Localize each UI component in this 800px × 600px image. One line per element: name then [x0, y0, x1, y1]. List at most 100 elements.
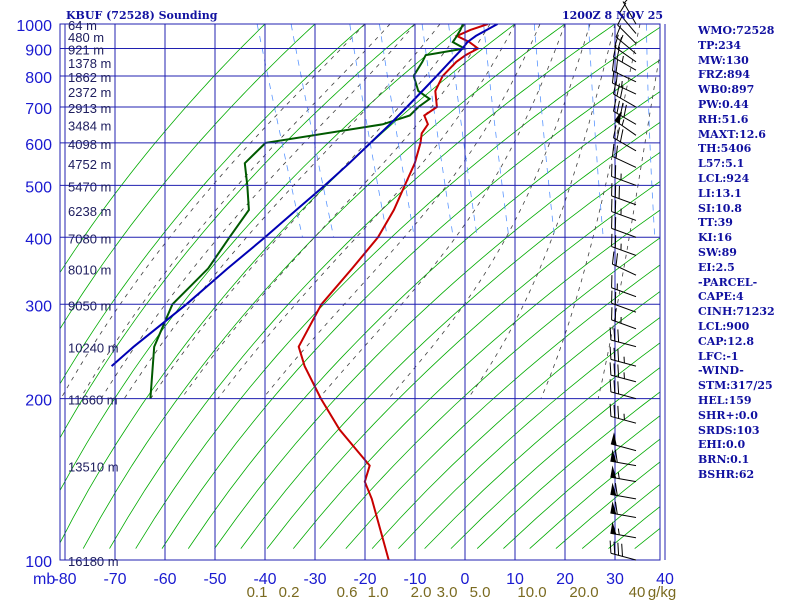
height-label: 10240 m: [68, 341, 119, 356]
wind-barb: [609, 327, 637, 348]
dry-adiabat: [398, 316, 660, 549]
index-line: LCL:900: [698, 319, 750, 333]
mixing-ratio-line: [349, 24, 388, 238]
wind-barb-half-flag: [621, 80, 623, 88]
index-line: MAXT:12.6: [698, 127, 766, 141]
wind-barb-shaft: [614, 46, 637, 63]
dry-adiabat: [319, 237, 660, 549]
wind-barb-flag: [612, 125, 617, 138]
height-label: 2372 m: [68, 85, 111, 100]
wind-barb: [610, 432, 637, 452]
index-line: WB0:897: [698, 83, 755, 97]
wind-barb: [611, 58, 637, 83]
wind-barb-flag: [619, 129, 624, 142]
wind-barb-half-flag: [623, 0, 628, 4]
moist-adiabat: [217, 24, 516, 399]
dry-adiabat: [187, 91, 660, 549]
wind-barb: [611, 290, 637, 313]
index-line: KI:16: [698, 231, 733, 245]
wind-barb-flag: [617, 329, 620, 343]
temperature-tick-label: -80: [53, 571, 76, 588]
moist-adiabat: [180, 24, 491, 399]
wind-barb: [617, 13, 637, 44]
wind-barb-flag: [617, 364, 620, 378]
mixing-ratio-label: 20.0: [569, 584, 598, 600]
height-label: 5470 m: [68, 179, 111, 194]
index-line: MW:130: [698, 53, 749, 67]
index-line: WMO:72528: [698, 24, 775, 37]
wind-barb-shaft: [611, 227, 637, 238]
mixing-ratio-label: 3.0: [437, 584, 458, 600]
wind-barb-shaft: [612, 82, 637, 95]
mixing-ratio-line: [483, 24, 510, 238]
index-line: PW:0.44: [698, 97, 749, 111]
mixing-ratio-label: 5.0: [470, 584, 491, 600]
dry-adiabat: [135, 26, 660, 549]
temperature-tick-label: -10: [403, 571, 426, 588]
index-line: SI:10.8: [698, 201, 742, 215]
wind-barb-flag: [613, 328, 616, 342]
height-label: 11660 m: [68, 393, 118, 408]
wind-barb-shaft: [622, 1, 637, 25]
wind-barb: [609, 540, 637, 561]
mixing-ratio-line: [533, 24, 555, 238]
height-label: 7080 m: [68, 231, 111, 246]
wind-barb-flag: [612, 81, 617, 95]
wind-barb-flag: [617, 405, 620, 419]
wind-barb-pennant: [610, 501, 617, 515]
mixing-ratio-line: [290, 24, 335, 238]
mixing-ratio-line: [256, 24, 303, 238]
moist-adiabat: [123, 24, 441, 399]
wind-barb-flag: [614, 34, 619, 48]
wind-barb-flag: [611, 58, 615, 71]
dry-adiabat: [161, 59, 660, 549]
temperature-tick-label: 10: [506, 571, 524, 588]
wind-barb-flag: [612, 44, 617, 58]
wind-barb-half-flag: [617, 472, 620, 479]
index-line: BRN:0.1: [698, 453, 750, 467]
pressure-tick-label: 400: [25, 231, 52, 248]
temperature-tick-label: -60: [153, 571, 176, 588]
height-label: 9050 m: [68, 298, 111, 313]
index-line: LCL:924: [698, 171, 750, 185]
moist-adiabat: [388, 24, 591, 399]
wind-barb-flag: [611, 143, 615, 157]
parcel-profile: [110, 24, 498, 367]
wind-barb-flag: [609, 346, 612, 360]
pressure-tick-label: 900: [25, 43, 52, 60]
wind-barb: [611, 70, 637, 95]
height-label: 8010 m: [68, 262, 111, 277]
wind-barb-flag: [613, 363, 616, 377]
mixing-ratio-label: 2.0: [411, 584, 432, 600]
wind-barb: [611, 233, 637, 256]
chart-datetime: 1200Z 8 NOV 25: [562, 9, 664, 22]
wind-barb-flag: [616, 46, 620, 60]
dry-adiabat: [60, 24, 366, 385]
mixing-ratio-label: 0.6: [337, 584, 358, 600]
indices-panel: WMO:72528 TP:234 MW:130 FRZ:894 WB0:897 PW:0.…: [698, 24, 800, 483]
wind-barb-shaft: [611, 195, 637, 206]
wind-barb-flag: [617, 381, 620, 395]
wind-barb-pennant: [610, 465, 617, 479]
wind-barb: [610, 521, 637, 539]
wind-barb: [611, 143, 637, 168]
index-line: HEL:159: [698, 393, 752, 407]
wind-barb-shaft: [612, 155, 637, 168]
dewpoint-profile: [149, 24, 468, 399]
chart-title: KBUF (72528) Sounding: [66, 9, 218, 22]
wind-barb-flag: [615, 253, 619, 266]
height-label: 3484 m: [68, 118, 111, 133]
wind-barb-flag: [609, 362, 612, 376]
moist-adiabat: [262, 24, 541, 399]
wind-barb-pennant: [610, 482, 617, 496]
temperature-tick-label: -50: [203, 571, 226, 588]
wind-barb-shaft: [610, 374, 637, 383]
dry-adiabat: [292, 209, 660, 549]
height-label: 4752 m: [68, 157, 111, 172]
wind-barb-shaft: [610, 358, 637, 367]
plot-area: [60, 24, 660, 560]
wind-barb: [609, 362, 637, 383]
wind-barb-shaft: [618, 13, 637, 34]
index-line: SW:89: [698, 245, 737, 259]
